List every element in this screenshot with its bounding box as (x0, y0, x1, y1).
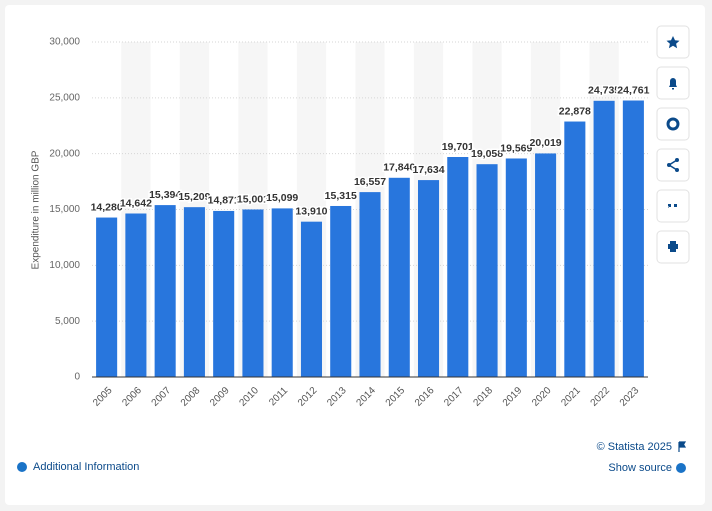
value-label: 14,280 (91, 201, 123, 213)
x-tick-label: 2021 (559, 385, 583, 409)
x-tick-label: 2005 (91, 385, 115, 409)
x-tick-label: 2010 (237, 385, 261, 409)
favorite-button[interactable] (656, 25, 690, 59)
x-tick-label: 2023 (618, 385, 642, 409)
bar (476, 164, 498, 377)
show-source[interactable]: Show source (608, 462, 672, 474)
x-tick-label: 2008 (179, 385, 203, 409)
info-icon (676, 463, 686, 473)
bar (593, 100, 615, 377)
value-label: 24,761 (617, 84, 649, 96)
info-icon (17, 462, 27, 472)
x-tick-label: 2011 (267, 385, 290, 408)
x-tick-label: 2014 (354, 385, 378, 409)
value-label: 19,701 (442, 141, 474, 153)
bar (183, 207, 205, 377)
value-label: 19,569 (500, 142, 532, 154)
bar (125, 213, 147, 377)
copyright[interactable]: © Statista 2025 (597, 441, 672, 453)
value-label: 19,058 (471, 148, 503, 160)
bar (388, 177, 410, 377)
value-label: 15,315 (325, 190, 357, 202)
x-tick-label: 2016 (413, 385, 437, 409)
y-tick-label: 0 (74, 372, 80, 383)
y-tick-label: 20,000 (49, 148, 80, 159)
x-tick-label: 2012 (296, 385, 320, 409)
value-label: 15,209 (178, 191, 210, 203)
x-tick-label: 2017 (442, 385, 466, 409)
value-label: 15,099 (266, 192, 298, 204)
bar (359, 192, 381, 377)
value-label: 14,871 (208, 195, 240, 207)
value-label: 15,394 (149, 189, 181, 201)
value-label: 20,019 (530, 137, 562, 149)
x-tick-label: 2022 (589, 385, 613, 409)
bar (271, 208, 293, 377)
value-label: 22,878 (559, 105, 591, 117)
x-tick-label: 2013 (325, 385, 349, 409)
x-tick-label: 2015 (384, 385, 408, 409)
y-tick-label: 25,000 (49, 92, 80, 103)
flag-icon (678, 441, 687, 452)
x-tick-label: 2009 (208, 385, 232, 409)
value-label: 13,910 (295, 205, 327, 217)
bar (300, 221, 323, 377)
bar (447, 157, 469, 377)
bar (505, 158, 527, 377)
toolbar (656, 25, 690, 264)
notification-button[interactable] (656, 66, 690, 100)
y-tick-label: 15,000 (49, 204, 80, 215)
x-tick-label: 2006 (120, 385, 144, 409)
bar (535, 153, 557, 377)
footer: © Statista 2025 Show source Additional I… (17, 441, 687, 474)
bar (154, 205, 176, 377)
y-axis-label: Expenditure in million GBP (31, 150, 42, 269)
x-tick-label: 2020 (530, 385, 554, 409)
value-label: 15,001 (237, 193, 269, 205)
value-label: 17,840 (383, 162, 415, 174)
bar (242, 209, 264, 377)
y-tick-label: 10,000 (49, 260, 80, 271)
settings-button[interactable] (656, 107, 690, 141)
print-button[interactable] (656, 230, 690, 264)
value-label: 16,557 (354, 176, 386, 188)
additional-info[interactable]: Additional Information (33, 461, 139, 473)
value-label: 24,735 (588, 85, 620, 97)
bar (96, 217, 118, 377)
share-button[interactable] (656, 148, 690, 182)
bar (330, 205, 352, 377)
bar (417, 180, 440, 377)
y-tick-label: 5,000 (55, 316, 80, 327)
bar (564, 121, 586, 378)
x-tick-label: 2019 (501, 385, 525, 409)
x-tick-label: 2018 (472, 385, 496, 409)
x-tick-label: 2007 (150, 385, 174, 409)
bar (622, 100, 644, 377)
cite-button[interactable] (656, 189, 690, 223)
value-label: 14,642 (120, 197, 152, 209)
value-label: 17,634 (412, 164, 444, 176)
y-tick-label: 30,000 (49, 37, 80, 48)
bar (213, 210, 235, 377)
